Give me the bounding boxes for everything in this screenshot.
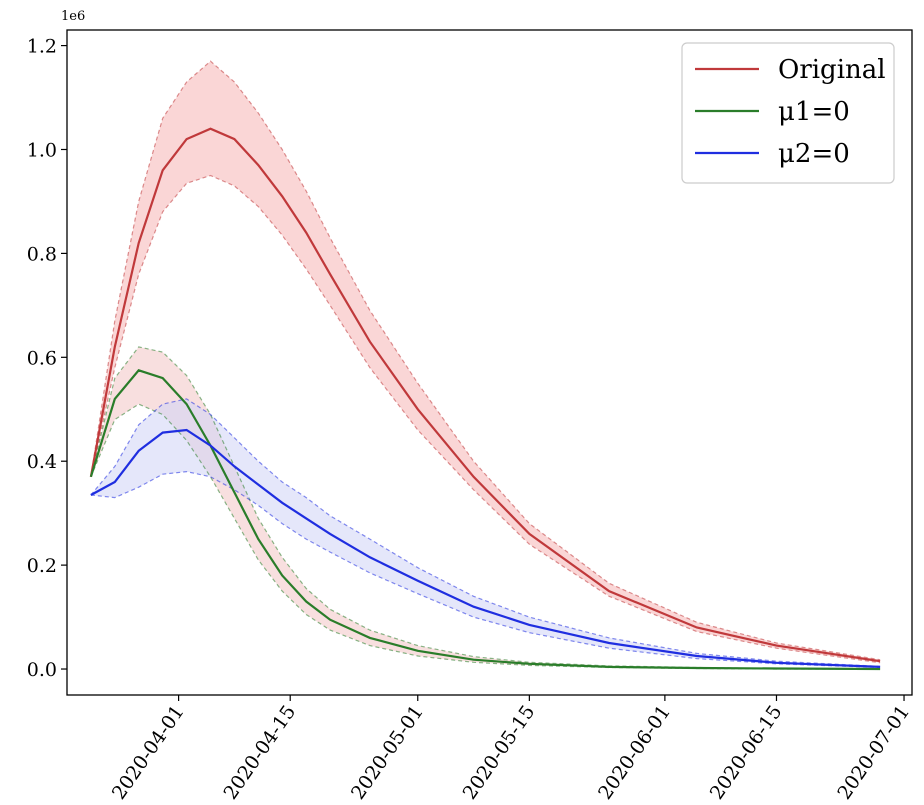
y-tick-label: 0.8 [27, 243, 57, 265]
series-lines [89, 127, 881, 671]
x-axis: 2020-04-01 2020-04-15 2020-05-01 2020-05-15… [108, 695, 914, 804]
y-axis-offset-label: 1e6 [61, 9, 85, 24]
upper-bound-2-0 [90, 398, 881, 667]
x-tick-label: 2020-05-15 [459, 701, 540, 803]
band-2-0 [90, 398, 881, 668]
band-original [90, 61, 881, 663]
legend: Original μ1=0 μ2=0 [681, 42, 895, 184]
x-tick-label: 2020-07-01 [833, 701, 914, 803]
upper-bound-original [90, 60, 881, 661]
y-tick-label: 0.6 [27, 347, 57, 369]
y-tick-label: 0.2 [27, 555, 57, 577]
y-tick-label: 1.2 [27, 36, 57, 58]
y-tick-label: 0.4 [27, 451, 57, 473]
x-tick-label: 2020-06-01 [594, 701, 675, 803]
y-tick-label: 0.0 [27, 659, 57, 681]
legend-label-2-0: μ2=0 [778, 139, 850, 169]
legend-label-1-0: μ1=0 [778, 97, 850, 127]
band-1-0 [90, 346, 881, 669]
legend-box [681, 42, 895, 184]
line-2-0 [90, 428, 881, 668]
lower-bound-1-0 [90, 403, 881, 670]
x-tick-label: 2020-04-01 [108, 701, 189, 803]
x-tick-label: 2020-06-15 [706, 701, 787, 803]
y-tick-label: 1.0 [27, 139, 57, 161]
x-tick-label: 2020-04-15 [219, 701, 300, 803]
lower-bound-2-0 [90, 470, 881, 669]
lower-bound-original [90, 174, 881, 664]
x-tick-label: 2020-05-01 [347, 701, 428, 803]
y-axis: 0.0 0.2 0.4 0.6 0.8 1.0 1.2 [27, 36, 67, 681]
confidence-bands [90, 61, 881, 669]
line-original [89, 127, 881, 663]
line-1-0 [89, 369, 881, 671]
legend-label-original: Original [778, 55, 886, 85]
plot-frame [66, 29, 913, 696]
